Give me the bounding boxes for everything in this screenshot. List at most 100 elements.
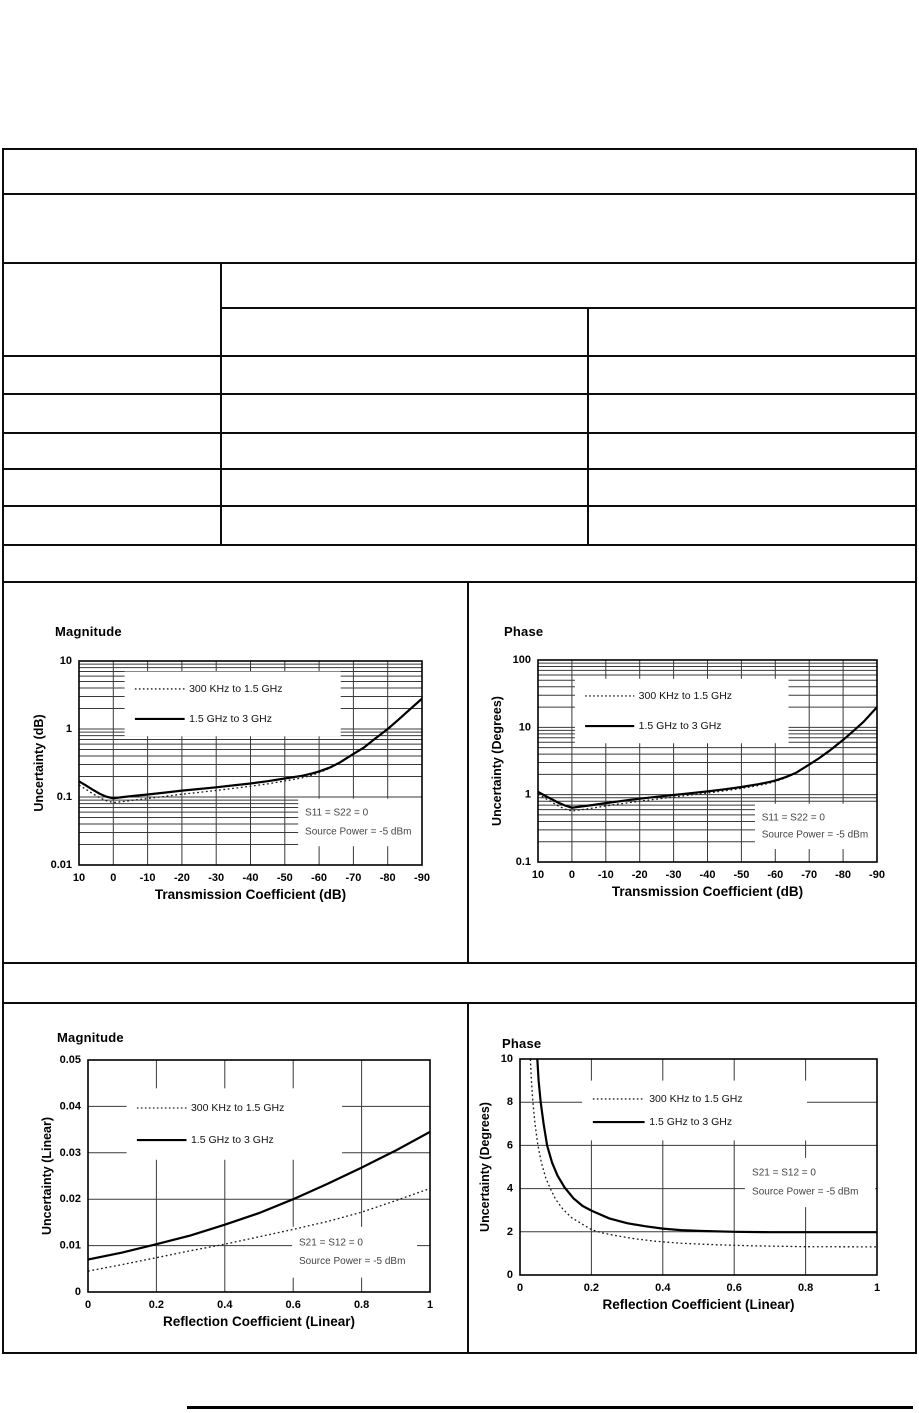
series-dotted — [529, 1059, 877, 1248]
table-divider — [220, 307, 915, 309]
svg-text:0: 0 — [517, 1282, 523, 1294]
annotation-line: Source Power = -5 dBm — [752, 1187, 858, 1198]
svg-text:0: 0 — [569, 869, 575, 881]
reflection-phase-title: Phase — [502, 1036, 542, 1051]
x-axis-title: Reflection Coefficient (Linear) — [163, 1314, 355, 1329]
svg-text:1: 1 — [874, 1282, 880, 1294]
svg-text:0.6: 0.6 — [727, 1282, 742, 1294]
legend-label: 1.5 GHz to 3 GHz — [189, 713, 272, 725]
reflection-magnitude-title: Magnitude — [57, 1030, 124, 1045]
series-solid — [538, 706, 877, 809]
table-divider — [4, 393, 915, 395]
svg-text:1: 1 — [525, 789, 531, 801]
svg-text:2: 2 — [507, 1226, 513, 1238]
svg-text:0.01: 0.01 — [51, 859, 72, 871]
legend-label: 1.5 GHz to 3 GHz — [649, 1116, 732, 1128]
tick-labels: 0 0.2 0.4 0.6 0.8 1 0 0.01 0.02 0.03 0.04 0.05 — [60, 1054, 433, 1311]
table-divider — [4, 262, 915, 264]
svg-text:0.6: 0.6 — [286, 1299, 301, 1311]
svg-text:-80: -80 — [380, 872, 396, 884]
svg-text:0.05: 0.05 — [60, 1054, 81, 1066]
table-divider — [4, 432, 915, 434]
table-divider — [4, 581, 915, 583]
legend-label: 300 KHz to 1.5 GHz — [649, 1093, 742, 1105]
svg-text:10: 10 — [532, 869, 544, 881]
y-axis-title: Uncertainty (Linear) — [40, 1117, 54, 1235]
svg-text:0.04: 0.04 — [60, 1100, 82, 1112]
svg-text:-40: -40 — [243, 872, 259, 884]
svg-text:-70: -70 — [345, 872, 361, 884]
table-divider — [4, 193, 915, 195]
svg-text:0: 0 — [110, 872, 116, 884]
svg-text:-80: -80 — [835, 869, 851, 881]
svg-text:10: 10 — [60, 655, 72, 667]
reflection-magnitude-chart: 300 KHz to 1.5 GHz 1.5 GHz to 3 GHz S21 = … — [38, 1012, 462, 1347]
svg-text:0.03: 0.03 — [60, 1147, 81, 1159]
annotation: S11 = S22 = 0 Source Power = -5 dBm — [298, 798, 424, 847]
legend-label: 300 KHz to 1.5 GHz — [639, 690, 732, 702]
annotation-line: Source Power = -5 dBm — [762, 829, 868, 840]
svg-text:0.2: 0.2 — [149, 1299, 164, 1311]
x-axis-title: Transmission Coefficient (dB) — [612, 884, 803, 899]
y-axis-title: Uncertainty (Degrees) — [478, 1102, 492, 1232]
transmission-magnitude-title: Magnitude — [55, 624, 122, 639]
svg-text:-40: -40 — [700, 869, 716, 881]
svg-text:0.2: 0.2 — [584, 1282, 599, 1294]
table-divider — [4, 544, 915, 546]
svg-text:10: 10 — [519, 721, 531, 733]
annotation: S11 = S22 = 0 Source Power = -5 dBm — [754, 803, 879, 850]
svg-text:0.1: 0.1 — [516, 856, 531, 868]
transmission-phase-svg: 300 KHz to 1.5 GHz 1.5 GHz to 3 GHz S11 = … — [490, 654, 885, 899]
reflection-phase-chart: 300 KHz to 1.5 GHz 1.5 GHz to 3 GHz S21 = … — [476, 1012, 900, 1329]
svg-text:1: 1 — [427, 1299, 433, 1311]
annotation-line: S21 = S12 = 0 — [299, 1238, 363, 1249]
legend: 300 KHz to 1.5 GHz 1.5 GHz to 3 GHz — [574, 678, 789, 744]
svg-text:-20: -20 — [632, 869, 648, 881]
series-dotted — [88, 1187, 430, 1272]
legend-label: 1.5 GHz to 3 GHz — [639, 720, 722, 732]
svg-text:-10: -10 — [598, 869, 614, 881]
svg-text:1: 1 — [66, 723, 72, 735]
annotation-line: S11 = S22 = 0 — [762, 812, 826, 823]
series-solid — [79, 697, 422, 800]
legend-label: 300 KHz to 1.5 GHz — [189, 683, 282, 695]
reflection-magnitude-svg: 300 KHz to 1.5 GHz 1.5 GHz to 3 GHz S21 = … — [40, 1054, 433, 1329]
svg-text:0.4: 0.4 — [217, 1299, 233, 1311]
transmission-phase-chart: 300 KHz to 1.5 GHz 1.5 GHz to 3 GHz S11 = … — [488, 612, 900, 917]
plot-border — [78, 660, 423, 866]
svg-text:-90: -90 — [869, 869, 885, 881]
table-divider — [4, 962, 915, 964]
svg-text:100: 100 — [513, 654, 531, 666]
legend: 300 KHz to 1.5 GHz 1.5 GHz to 3 GHz — [582, 1080, 808, 1141]
svg-text:0: 0 — [85, 1299, 91, 1311]
plot-border — [87, 1059, 431, 1293]
svg-text:-10: -10 — [140, 872, 156, 884]
transmission-phase-title: Phase — [504, 624, 544, 639]
table-divider — [4, 355, 915, 357]
transmission-magnitude-svg: 300 KHz to 1.5 GHz 1.5 GHz to 3 GHz S11 = … — [32, 655, 430, 902]
annotation-line: S21 = S12 = 0 — [752, 1168, 816, 1179]
table-divider — [4, 1002, 915, 1004]
svg-text:10: 10 — [73, 872, 85, 884]
svg-text:-30: -30 — [208, 872, 224, 884]
x-axis-title: Transmission Coefficient (dB) — [155, 887, 346, 902]
table-divider — [4, 468, 915, 470]
svg-text:0.01: 0.01 — [60, 1240, 81, 1252]
table-divider — [587, 307, 589, 546]
legend-label: 1.5 GHz to 3 GHz — [191, 1134, 274, 1146]
svg-text:0.4: 0.4 — [655, 1282, 671, 1294]
svg-text:-30: -30 — [666, 869, 682, 881]
svg-text:8: 8 — [507, 1096, 513, 1108]
table-divider — [4, 505, 915, 507]
plot-border — [537, 659, 878, 863]
annotation-line: Source Power = -5 dBm — [299, 1256, 405, 1267]
tick-labels: 10 0 -10 -20 -30 -40 -50 -60 -70 -80 -90 0.01 0.1 1 10 — [51, 655, 430, 884]
series-solid — [536, 1059, 877, 1234]
svg-text:0.1: 0.1 — [57, 791, 72, 803]
y-axis-title: Uncertainty (dB) — [32, 714, 46, 811]
svg-text:0.8: 0.8 — [798, 1282, 813, 1294]
svg-text:-70: -70 — [801, 869, 817, 881]
